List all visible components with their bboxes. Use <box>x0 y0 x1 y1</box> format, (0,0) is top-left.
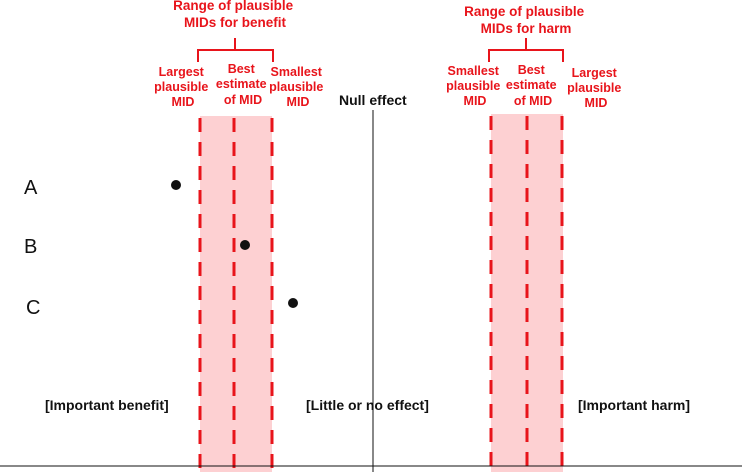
point-estimate-c <box>288 298 298 308</box>
point-estimate-b <box>240 240 250 250</box>
region-important-benefit: [Important benefit] <box>45 397 169 413</box>
benefit-bracket <box>197 38 274 62</box>
harm-largest-mid-label: Largest plausible MID <box>567 66 625 110</box>
row-label-b: B <box>24 236 37 258</box>
benefit-smallest-mid-label: Smallest plausible MID <box>269 65 327 109</box>
null-effect-label: Null effect <box>339 92 407 108</box>
benefit-best-mid-label: Best estimate of MID <box>216 62 270 107</box>
harm-bracket <box>488 38 564 62</box>
harm-title: Range of plausible MIDs for harm <box>464 4 588 36</box>
benefit-title: Range of plausible MIDs for benefit <box>173 0 297 30</box>
row-label-c: C <box>26 297 40 319</box>
benefit-mid-band <box>200 116 272 472</box>
point-estimate-a <box>171 180 181 190</box>
benefit-largest-mid-label: Largest plausible MID <box>154 65 212 109</box>
harm-smallest-mid-label: Smallest plausible MID <box>446 64 504 108</box>
region-little-or-no-effect: [Little or no effect] <box>306 397 429 413</box>
harm-best-mid-label: Best estimate of MID <box>506 63 560 108</box>
row-label-a: A <box>24 177 38 199</box>
region-important-harm: [Important harm] <box>578 397 690 413</box>
